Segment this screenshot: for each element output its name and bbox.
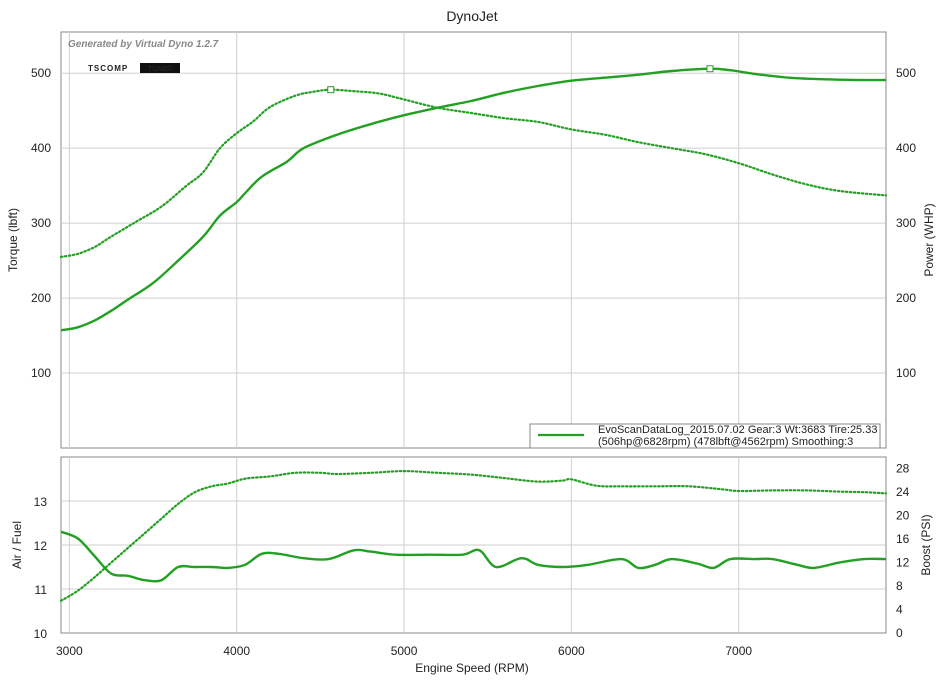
legend-box <box>529 423 881 449</box>
y-axis-afr-label: Air / Fuel <box>10 521 24 569</box>
afr-tick: 13 <box>34 495 48 509</box>
bottom-tick-labels: 10 11 12 13 0 4 8 12 16 20 24 28 3000 4000 5000 6000 700… <box>34 462 910 658</box>
legend-line-1: EvoScanDataLog_2015.07.02 Gear:3 Wt:3683… <box>598 424 877 436</box>
tscomp-logo: TSCOMP TUNED <box>88 63 180 73</box>
bottom-series-group <box>59 470 888 602</box>
bottom-grid <box>61 457 886 633</box>
top-ytick-left: 300 <box>31 216 51 230</box>
power-peak-marker <box>706 65 714 73</box>
boost-line <box>59 470 888 602</box>
boost-tick: 4 <box>896 603 903 617</box>
power-line <box>60 67 887 332</box>
afr-line <box>60 530 887 583</box>
watermark: Generated by Virtual Dyno 1.2.7 <box>68 39 219 50</box>
y-axis-boost-label: Boost (PSI) <box>919 514 933 575</box>
top-ytick-right: 400 <box>896 141 916 155</box>
y-axis-left-label: Torque (lbft) <box>6 208 20 272</box>
top-ytick-left: 200 <box>31 291 51 305</box>
top-ytick-right: 200 <box>896 291 916 305</box>
x-tick: 5000 <box>391 644 418 658</box>
logo-badge <box>140 63 180 73</box>
boost-tick: 8 <box>896 579 903 593</box>
logo-text-tuned: TUNED <box>148 66 172 73</box>
top-ytick-left: 400 <box>31 141 51 155</box>
afr-tick: 11 <box>35 583 48 597</box>
x-tick: 3000 <box>56 644 83 658</box>
x-axis-label: Engine Speed (RPM) <box>415 661 528 675</box>
top-tick-labels: 100 100 200 200 300 300 400 400 500 500 <box>31 66 916 380</box>
chart-title: DynoJet <box>446 8 497 24</box>
top-ytick-right: 100 <box>896 366 916 380</box>
x-tick: 7000 <box>725 644 752 658</box>
top-series-group <box>59 65 888 332</box>
top-ytick-right: 300 <box>896 216 916 230</box>
boost-tick: 12 <box>896 556 910 570</box>
y-axis-right-label: Power (WHP) <box>922 203 936 276</box>
boost-tick: 0 <box>896 626 903 640</box>
legend-line-2: (506hp@6828rpm) (478lbft@4562rpm) Smooth… <box>598 436 853 448</box>
top-ytick-left: 500 <box>31 66 51 80</box>
top-grid <box>61 32 886 448</box>
top-ytick-left: 100 <box>31 366 51 380</box>
logo-text-tscomp: TSCOMP <box>88 64 128 73</box>
boost-tick: 28 <box>896 462 910 476</box>
x-tick: 4000 <box>223 644 250 658</box>
boost-tick: 24 <box>896 485 910 499</box>
top-plot-area <box>60 31 887 449</box>
torque-peak-marker <box>327 86 335 94</box>
torque-line <box>59 88 888 258</box>
legend: EvoScanDataLog_2015.07.02 Gear:3 Wt:3683… <box>529 423 881 449</box>
top-ytick-right: 500 <box>896 66 916 80</box>
boost-tick: 20 <box>896 509 910 523</box>
boost-tick: 16 <box>896 532 910 546</box>
afr-tick: 10 <box>34 627 48 641</box>
x-tick: 6000 <box>558 644 585 658</box>
afr-tick: 12 <box>34 539 48 553</box>
